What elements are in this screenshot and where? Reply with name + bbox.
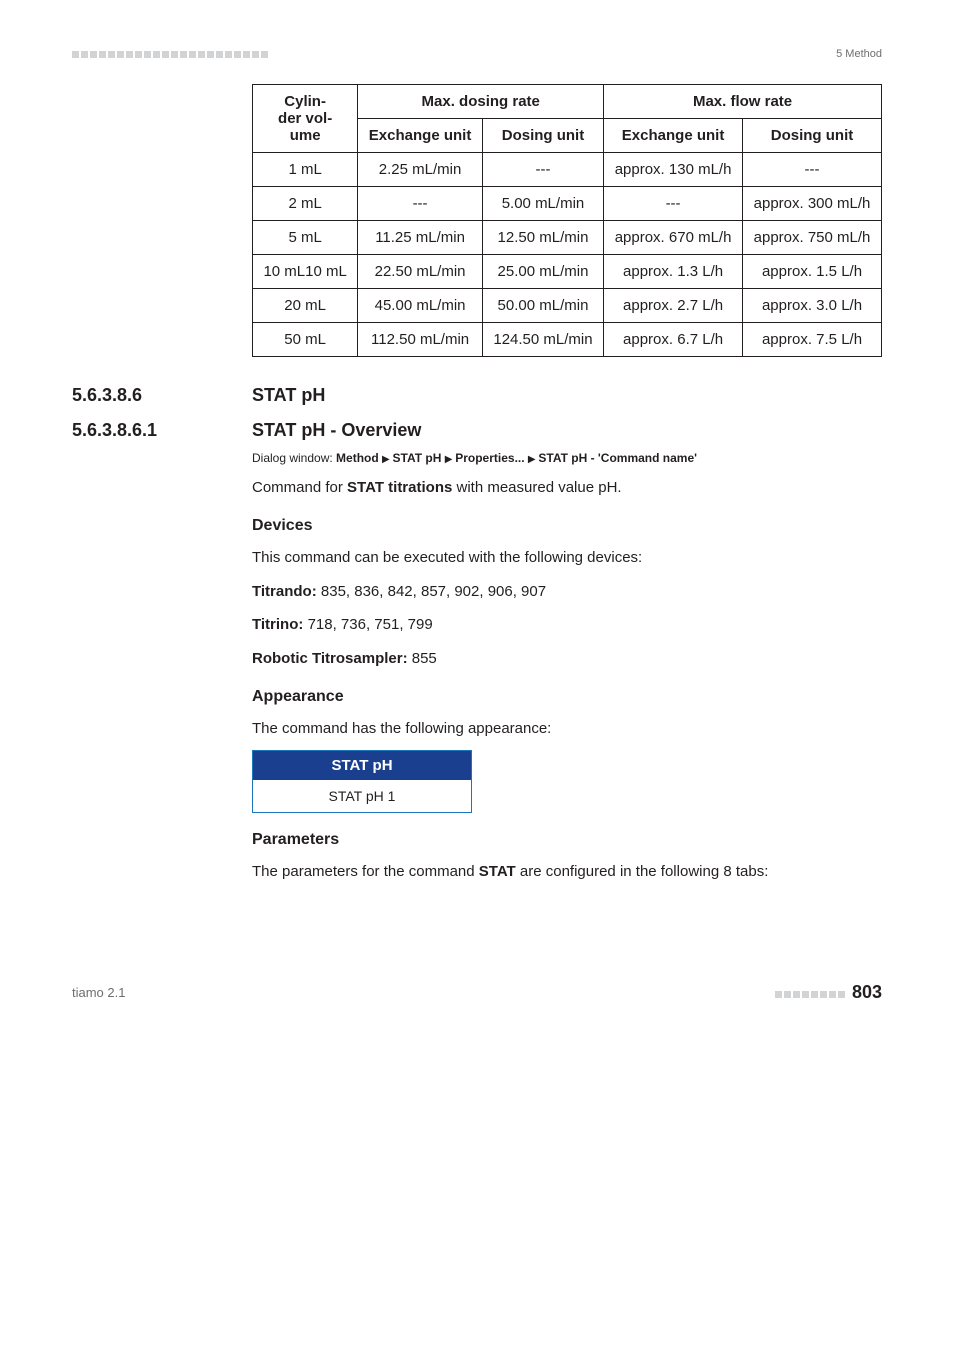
subcol-dosing-dose: Dosing unit [482, 119, 603, 153]
devices-line: Robotic Titrosampler: 855 [252, 648, 882, 670]
dialog-segment: STAT pH - 'Command name' [538, 451, 697, 465]
table-row: 1 mL 2.25 mL/min --- approx. 130 mL/h --… [253, 153, 882, 187]
dosing-rate-table: Cylin- der vol- ume Max. dosing rate Max… [252, 84, 882, 357]
devices-heading: Devices [252, 517, 882, 535]
cell-ex-dose: 2.25 mL/min [358, 153, 483, 187]
section-title: STAT pH - Overview [252, 420, 421, 441]
cell-do-flow: approx. 7.5 L/h [743, 323, 882, 357]
section-title: STAT pH [252, 385, 325, 406]
devices-list: 835, 836, 842, 857, 902, 906, 907 [321, 583, 546, 600]
cell-do-dose: --- [482, 153, 603, 187]
triangle-icon: ▶ [445, 454, 455, 465]
devices-label: Titrando: [252, 583, 317, 600]
table-row: 5 mL 11.25 mL/min 12.50 mL/min approx. 6… [253, 221, 882, 255]
triangle-icon: ▶ [528, 454, 538, 465]
intro-pre: Command for [252, 479, 347, 496]
dialog-segment: Method [336, 451, 379, 465]
parameters-paragraph: The parameters for the command STAT are … [252, 861, 882, 883]
dialog-prefix: Dialog window: [252, 451, 336, 465]
devices-line: Titrino: 718, 736, 751, 799 [252, 614, 882, 636]
section-number: 5.6.3.8.6.1 [72, 420, 212, 441]
cell-ex-dose: 11.25 mL/min [358, 221, 483, 255]
cell-do-dose: 5.00 mL/min [482, 187, 603, 221]
subcol-dosing-flow: Dosing unit [743, 119, 882, 153]
cell-ex-flow: approx. 130 mL/h [604, 153, 743, 187]
cell-do-dose: 25.00 mL/min [482, 255, 603, 289]
header-right-label: 5 Method [836, 48, 882, 60]
cell-ex-dose: --- [358, 187, 483, 221]
devices-line: Titrando: 835, 836, 842, 857, 902, 906, … [252, 581, 882, 603]
subcol-exchange-dose: Exchange unit [358, 119, 483, 153]
devices-label: Robotic Titrosampler: [252, 650, 408, 667]
appearance-heading: Appearance [252, 688, 882, 706]
command-preview-box: STAT pH STAT pH 1 [252, 750, 472, 813]
page-number: 803 [852, 982, 882, 1002]
col-max-flow-rate: Max. flow rate [604, 85, 882, 119]
cell-do-flow: approx. 750 mL/h [743, 221, 882, 255]
section-heading: 5.6.3.8.6 STAT pH [72, 385, 882, 406]
params-pre: The parameters for the command [252, 863, 479, 880]
cell-do-dose: 50.00 mL/min [482, 289, 603, 323]
cell-ex-flow: --- [604, 187, 743, 221]
cell-do-flow: approx. 3.0 L/h [743, 289, 882, 323]
cell-vol: 1 mL [253, 153, 358, 187]
devices-intro: This command can be executed with the fo… [252, 547, 882, 569]
cell-do-flow: --- [743, 153, 882, 187]
triangle-icon: ▶ [382, 454, 392, 465]
footer-right: 803 [775, 982, 882, 1003]
table-row: 20 mL 45.00 mL/min 50.00 mL/min approx. … [253, 289, 882, 323]
devices-list: 855 [412, 650, 437, 667]
table-row: 2 mL --- 5.00 mL/min --- approx. 300 mL/… [253, 187, 882, 221]
table-row: 50 mL 112.50 mL/min 124.50 mL/min approx… [253, 323, 882, 357]
cell-ex-dose: 45.00 mL/min [358, 289, 483, 323]
cell-vol: 50 mL [253, 323, 358, 357]
params-bold: STAT [479, 863, 516, 880]
cell-ex-flow: approx. 670 mL/h [604, 221, 743, 255]
cell-ex-flow: approx. 1.3 L/h [604, 255, 743, 289]
cell-ex-flow: approx. 6.7 L/h [604, 323, 743, 357]
table-row: 10 mL10 mL 22.50 mL/min 25.00 mL/min app… [253, 255, 882, 289]
intro-paragraph: Command for STAT titrations with measure… [252, 477, 882, 499]
devices-label: Titrino: [252, 616, 303, 633]
devices-list: 718, 736, 751, 799 [308, 616, 433, 633]
appearance-intro: The command has the following appearance… [252, 718, 882, 740]
cell-vol: 20 mL [253, 289, 358, 323]
section-heading: 5.6.3.8.6.1 STAT pH - Overview [72, 420, 882, 441]
command-preview-name: STAT pH 1 [253, 780, 471, 812]
cell-vol: 10 mL10 mL [253, 255, 358, 289]
cell-ex-dose: 22.50 mL/min [358, 255, 483, 289]
dialog-segment: Properties... [455, 451, 524, 465]
cell-do-flow: approx. 300 mL/h [743, 187, 882, 221]
dialog-segment: STAT pH [393, 451, 442, 465]
intro-bold: STAT titrations [347, 479, 452, 496]
header-stripes-icon [72, 51, 268, 58]
cell-vol: 2 mL [253, 187, 358, 221]
dialog-path: Dialog window: Method ▶ STAT pH ▶ Proper… [252, 451, 882, 465]
section-number: 5.6.3.8.6 [72, 385, 212, 406]
page-footer: tiamo 2.1 803 [72, 982, 882, 1003]
cell-ex-flow: approx. 2.7 L/h [604, 289, 743, 323]
footer-left: tiamo 2.1 [72, 985, 125, 1000]
cell-do-flow: approx. 1.5 L/h [743, 255, 882, 289]
subcol-exchange-flow: Exchange unit [604, 119, 743, 153]
command-preview-title: STAT pH [253, 751, 471, 780]
params-post: are configured in the following 8 tabs: [520, 863, 769, 880]
page-header: 5 Method [72, 48, 882, 60]
intro-post: with measured value pH. [457, 479, 622, 496]
table-header-row: Cylin- der vol- ume Max. dosing rate Max… [253, 85, 882, 119]
parameters-heading: Parameters [252, 831, 882, 849]
cell-do-dose: 12.50 mL/min [482, 221, 603, 255]
footer-stripes-icon [775, 991, 845, 998]
cell-vol: 5 mL [253, 221, 358, 255]
col-max-dosing-rate: Max. dosing rate [358, 85, 604, 119]
cell-do-dose: 124.50 mL/min [482, 323, 603, 357]
cell-ex-dose: 112.50 mL/min [358, 323, 483, 357]
col-cylinder-volume: Cylin- der vol- ume [253, 85, 358, 153]
